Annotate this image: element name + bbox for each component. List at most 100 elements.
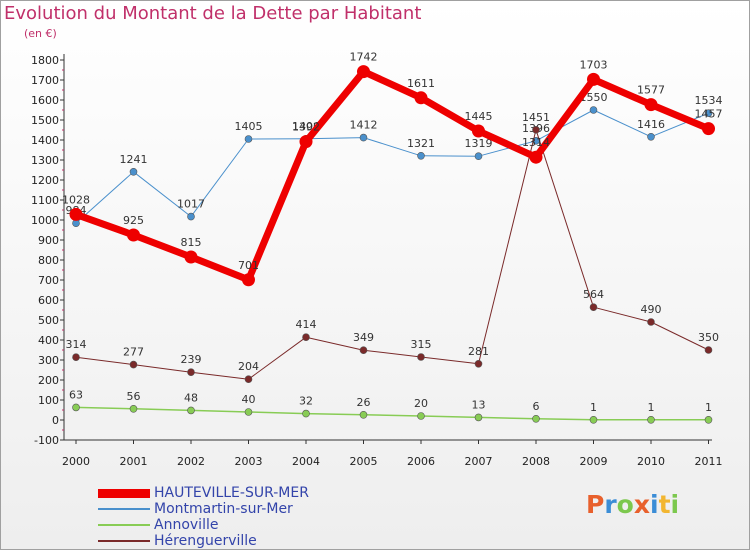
- data-label: 1611: [407, 77, 435, 90]
- data-label: 13: [472, 398, 486, 411]
- x-tick-label: 2009: [580, 455, 608, 468]
- data-label: 815: [181, 236, 202, 249]
- data-point: [647, 318, 655, 326]
- data-point: [359, 346, 368, 355]
- series-annoville: 63 56 48 40 32 26 20 13 6 1 1 1: [69, 388, 713, 424]
- x-tick-label: 2006: [407, 455, 435, 468]
- y-tick-label: 1200: [31, 174, 59, 187]
- data-point: [357, 65, 370, 79]
- data-label: 1392: [292, 121, 320, 134]
- y-tick-label: 400: [38, 334, 59, 347]
- x-tick-label: 2010: [637, 455, 665, 468]
- series-line: [75, 109, 709, 224]
- logo-letter: r: [604, 490, 617, 519]
- legend-item-hauteville-sur-mer: HAUTEVILLE-SUR-MER: [98, 485, 309, 501]
- data-label: 20: [414, 397, 428, 410]
- data-label: 56: [127, 390, 141, 403]
- y-tick-label: 500: [38, 314, 59, 327]
- data-label: 1416: [637, 118, 665, 131]
- x-tick-label: 2001: [120, 455, 148, 468]
- data-point: [414, 91, 428, 105]
- legend-swatch: [98, 488, 150, 498]
- y-tick-label: 1400: [31, 134, 59, 147]
- data-label: 6: [533, 400, 540, 413]
- y-tick-label: 0: [52, 414, 59, 427]
- logo-letter: t: [658, 490, 671, 519]
- x-tick-label: 2002: [177, 455, 205, 468]
- data-point: [704, 415, 713, 424]
- data-label: 315: [411, 338, 432, 351]
- proxiti-logo: Proxiti: [586, 490, 679, 519]
- series-montmartin-sur-mer: 9841241101714051406141213211319139615501…: [66, 91, 723, 227]
- data-label: 1319: [465, 137, 493, 150]
- data-label: 239: [181, 353, 202, 366]
- data-point: [359, 410, 368, 419]
- data-label: 48: [184, 391, 198, 404]
- data-point: [472, 124, 485, 138]
- legend-label: Montmartin-sur-Mer: [154, 501, 293, 517]
- legend-item-annoville: Annoville: [98, 517, 309, 533]
- data-point: [244, 135, 253, 143]
- x-tick-label: 2008: [522, 455, 550, 468]
- data-label: 63: [69, 388, 83, 401]
- data-point: [302, 333, 310, 342]
- data-point: [704, 346, 713, 354]
- data-point: [474, 152, 483, 160]
- chart-title: Evolution du Montant de la Dette par Hab…: [4, 3, 422, 24]
- data-point: [587, 72, 600, 86]
- data-point: [69, 207, 83, 221]
- series-h-renguerville: 314 277 239 204 414 349 315 281 1451 564 490 350: [66, 111, 719, 384]
- y-tick-label: 1300: [31, 154, 59, 167]
- data-point: [187, 406, 195, 415]
- data-label: 32: [299, 395, 313, 408]
- x-tick-label: 2000: [62, 455, 90, 468]
- data-point: [417, 152, 425, 160]
- y-tick-label: 100: [38, 394, 59, 407]
- data-label: 204: [238, 360, 259, 373]
- data-label: 1577: [637, 84, 665, 97]
- data-label: 26: [357, 396, 371, 409]
- legend: HAUTEVILLE-SUR-MER Montmartin-sur-Mer Anno…: [98, 485, 309, 549]
- legend-item-montmartin-sur-mer: Montmartin-sur-Mer: [98, 501, 309, 517]
- legend-swatch: [98, 524, 150, 526]
- legend-label: Annoville: [154, 517, 219, 533]
- y-tick-label: 1100: [31, 194, 59, 207]
- data-label: 1314: [522, 136, 550, 149]
- data-point: [127, 228, 140, 242]
- data-point: [187, 368, 195, 377]
- data-point: [647, 415, 655, 424]
- x-tick-label: 2011: [695, 455, 723, 468]
- data-label: 490: [641, 303, 662, 316]
- legend-label: Hérenguerville: [154, 533, 257, 549]
- y-tick-label: 700: [38, 274, 59, 287]
- y-tick-label: 1800: [31, 54, 59, 67]
- series-line: [75, 129, 709, 380]
- data-point: [302, 409, 310, 418]
- data-label: 564: [583, 288, 604, 301]
- y-tick-label: 1000: [31, 214, 59, 227]
- data-point: [72, 403, 80, 412]
- data-label: 1451: [522, 111, 550, 124]
- data-point: [589, 106, 598, 114]
- data-label: 1445: [465, 110, 493, 123]
- data-point: [417, 412, 425, 420]
- data-label: 1457: [695, 108, 723, 121]
- y-tick-label: 1700: [31, 74, 59, 87]
- series-line: [74, 68, 710, 284]
- legend-swatch: [98, 540, 150, 542]
- data-label: 281: [468, 345, 489, 358]
- y-tick-label: 200: [38, 374, 59, 387]
- data-point: [644, 98, 658, 112]
- data-point: [702, 122, 715, 136]
- data-label: 277: [123, 346, 144, 359]
- logo-letter: x: [633, 490, 650, 519]
- x-tick-label: 2005: [350, 455, 378, 468]
- series-hauteville-sur-mer: 1028 925 815 701 1392 1742 1611 1445 1314 1703 157…: [62, 51, 723, 287]
- data-point: [589, 303, 598, 312]
- logo-letter: o: [616, 490, 634, 519]
- data-point: [704, 109, 713, 117]
- data-point: [184, 250, 198, 264]
- data-label: 1412: [350, 119, 378, 132]
- data-point: [129, 360, 138, 369]
